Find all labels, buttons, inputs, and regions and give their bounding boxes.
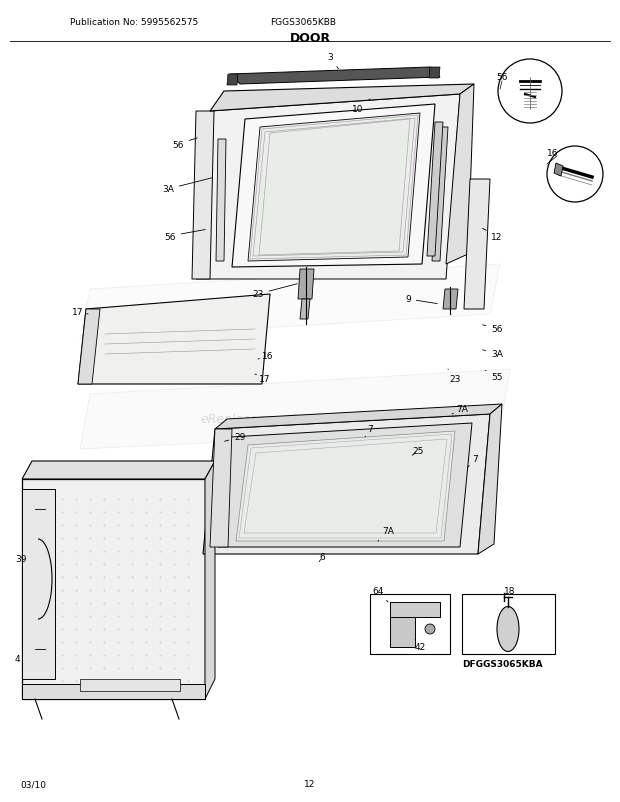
Polygon shape (22, 480, 205, 699)
Text: 55: 55 (485, 371, 503, 382)
Text: 17: 17 (255, 375, 271, 384)
Text: 42: 42 (414, 639, 425, 652)
Text: 23: 23 (252, 285, 298, 299)
Polygon shape (370, 594, 450, 654)
Text: 56: 56 (164, 230, 205, 241)
Circle shape (425, 624, 435, 634)
Text: 7: 7 (365, 425, 373, 437)
Text: 03/10: 03/10 (20, 780, 46, 788)
Polygon shape (478, 404, 502, 554)
Polygon shape (78, 310, 100, 384)
Polygon shape (464, 180, 490, 310)
Text: 17: 17 (73, 308, 88, 317)
Text: 25: 25 (412, 447, 423, 456)
Polygon shape (215, 404, 502, 429)
Ellipse shape (497, 607, 519, 652)
Polygon shape (218, 423, 472, 547)
Text: 29: 29 (224, 433, 246, 442)
Text: Publication No: 5995562575: Publication No: 5995562575 (70, 18, 198, 27)
Polygon shape (192, 111, 214, 280)
Polygon shape (230, 68, 440, 85)
Text: 7A: 7A (378, 527, 394, 541)
Circle shape (547, 147, 603, 203)
Polygon shape (203, 415, 490, 554)
Polygon shape (429, 68, 440, 79)
Text: 16: 16 (258, 352, 274, 361)
Text: 9: 9 (405, 295, 437, 304)
Polygon shape (22, 684, 205, 699)
Polygon shape (462, 594, 555, 654)
Text: DFGGS3065KBA: DFGGS3065KBA (462, 659, 542, 668)
Polygon shape (427, 123, 443, 257)
Text: 39: 39 (15, 555, 27, 564)
Text: 18: 18 (504, 587, 516, 602)
Polygon shape (22, 461, 215, 480)
Text: 12: 12 (482, 229, 503, 241)
Text: 56: 56 (482, 325, 503, 334)
Polygon shape (80, 679, 180, 691)
Polygon shape (298, 269, 314, 300)
Polygon shape (22, 489, 55, 679)
Polygon shape (248, 114, 420, 261)
Polygon shape (196, 95, 460, 280)
Polygon shape (210, 429, 232, 547)
Polygon shape (78, 294, 270, 384)
Text: 16: 16 (547, 148, 559, 157)
Text: 7: 7 (468, 455, 478, 468)
Text: 4: 4 (15, 654, 20, 664)
Text: eReplacementParts.com: eReplacementParts.com (200, 413, 353, 426)
Text: 10: 10 (352, 100, 370, 115)
Polygon shape (432, 128, 448, 261)
Polygon shape (446, 85, 474, 265)
Polygon shape (443, 290, 458, 310)
Text: 3: 3 (327, 54, 339, 70)
Polygon shape (300, 300, 310, 320)
Polygon shape (216, 140, 226, 261)
Text: 23: 23 (448, 370, 461, 384)
Text: 56: 56 (496, 74, 508, 83)
Text: 56: 56 (172, 139, 197, 149)
Polygon shape (227, 75, 238, 86)
Text: 64: 64 (373, 587, 388, 602)
Polygon shape (390, 602, 440, 618)
Polygon shape (554, 164, 563, 176)
Polygon shape (80, 370, 510, 449)
Text: 6: 6 (319, 553, 325, 562)
Text: DOOR: DOOR (290, 32, 330, 45)
Polygon shape (232, 105, 435, 268)
Polygon shape (205, 461, 215, 699)
Circle shape (498, 60, 562, 124)
Text: 12: 12 (304, 780, 316, 788)
Polygon shape (210, 85, 474, 111)
Text: 3A: 3A (162, 179, 212, 194)
Polygon shape (390, 618, 415, 647)
Text: FGGS3065KBB: FGGS3065KBB (270, 18, 336, 27)
Polygon shape (80, 265, 500, 339)
Text: 3A: 3A (482, 350, 503, 359)
Polygon shape (259, 119, 410, 256)
Polygon shape (236, 431, 455, 541)
Text: 7A: 7A (452, 405, 468, 415)
